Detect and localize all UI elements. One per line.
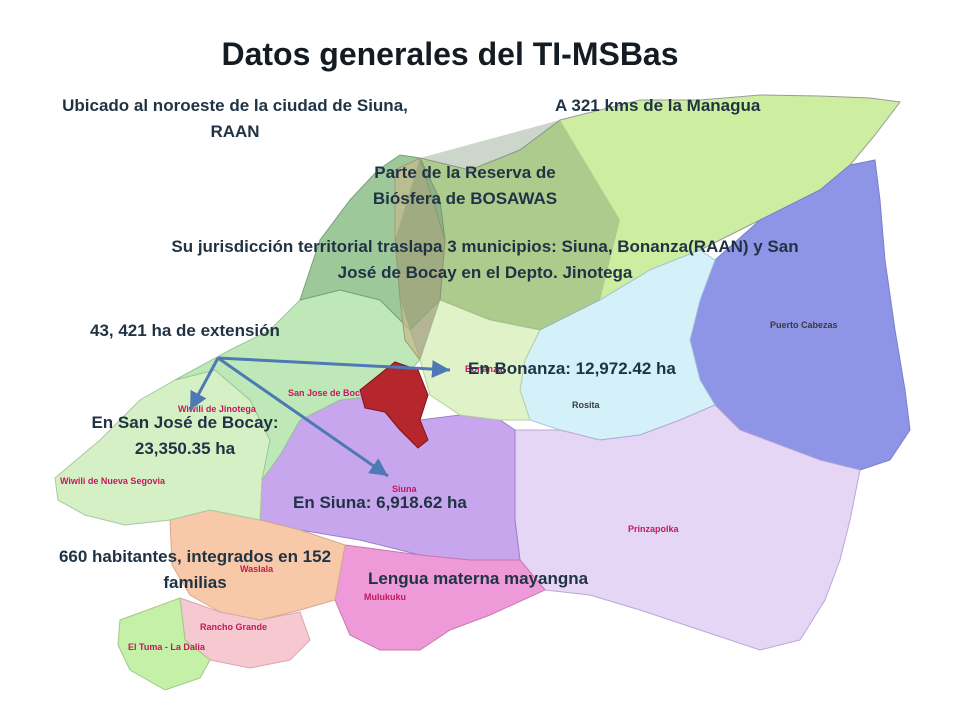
- region-el-tuma: [117, 597, 211, 691]
- map-label-rosita: Rosita: [572, 400, 601, 410]
- map-label-rancho-grande: Rancho Grande: [200, 622, 267, 632]
- map-label-san-jose-de-bocay: San Jose de Bocay: [288, 388, 370, 398]
- arrow-to-siuna: [217, 356, 389, 478]
- region-mulukuku: [334, 544, 546, 651]
- siuna-text: En Siuna: 6,918.62 ha: [293, 493, 467, 512]
- arrow-to-bonanza: [217, 356, 451, 379]
- map-label-puerto-cabezas: Puerto Cabezas: [770, 320, 838, 330]
- jurisdiction-text: Su jurisdicción territorial traslapa 3 m…: [171, 237, 799, 282]
- slide-title: Datos generales del TI-MSBas: [221, 36, 679, 72]
- map-label-el-tuma: El Tuma - La Dalia: [128, 642, 206, 652]
- map-label-wiwili-jinotega: Wiwili de Jinotega: [178, 404, 257, 414]
- extension-text: 43, 421 ha de extensión: [90, 321, 280, 340]
- arrow-to-bocay: [188, 357, 220, 411]
- language-text: Lengua materna mayangna: [368, 569, 589, 588]
- population-text: 660 habitantes, integrados en 152 famili…: [58, 547, 332, 592]
- bocay-text: En San José de Bocay: 23,350.35 ha: [91, 413, 279, 458]
- reserve-text: Parte de la Reserva de Biósfera de BOSAW…: [372, 163, 558, 208]
- region-bonanza: [419, 299, 541, 421]
- reserve-overlay: [395, 120, 620, 360]
- bonanza-text: En Bonanza: 12,972.42 ha: [468, 359, 676, 378]
- distance-text: A 321 kms de la Managua: [555, 96, 761, 115]
- region-prinzapolka: [509, 404, 861, 651]
- location-text: Ubicado al noroeste de la ciudad de Siun…: [62, 96, 408, 141]
- map-label-prinzapolka: Prinzapolka: [628, 524, 680, 534]
- map-label-wiwili-nueva-segovia: Wiwili de Nueva Segovia: [60, 476, 166, 486]
- map-label-bonanza: Bonanza: [465, 364, 503, 374]
- map-label-waslala: Waslala: [240, 564, 274, 574]
- map-label-mulukuku: Mulukuku: [364, 592, 406, 602]
- map-label-siuna: Siuna: [392, 484, 417, 494]
